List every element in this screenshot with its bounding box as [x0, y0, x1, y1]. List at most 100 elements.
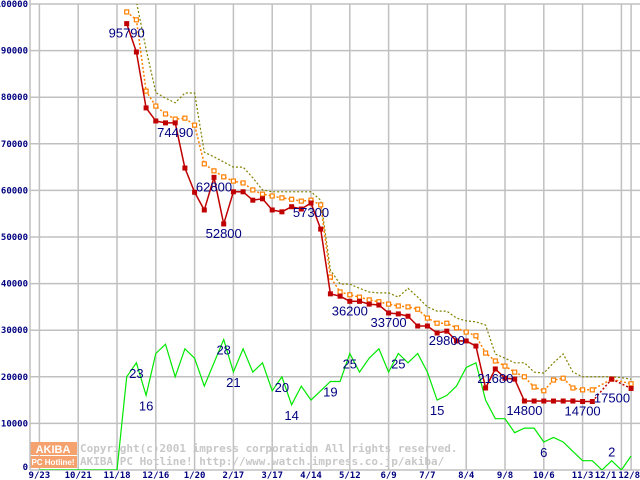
red-price-segment — [135, 51, 147, 109]
red-price-point — [541, 398, 547, 404]
count-data-label: 28 — [216, 343, 230, 358]
red-price-point — [143, 105, 149, 111]
price-data-label: 21680 — [477, 371, 513, 386]
orange-price-point — [192, 122, 198, 128]
orange-price-point — [453, 325, 460, 331]
orange-price-point — [259, 191, 266, 197]
x-tick-label: 7/7 — [419, 471, 435, 480]
orange-price-point — [211, 168, 217, 174]
orange-price-point — [279, 195, 285, 201]
red-price-segment — [203, 177, 215, 211]
x-tick-label: 3/17 — [261, 471, 283, 480]
y-tick-label: 40000 — [1, 280, 28, 290]
red-price-segment — [484, 368, 496, 389]
count-data-label: 14 — [284, 408, 298, 423]
orange-price-point — [318, 202, 324, 208]
red-price-point — [580, 398, 586, 404]
orange-price-point — [492, 358, 498, 364]
red-price-point — [250, 197, 256, 203]
red-price-point — [289, 204, 295, 210]
orange-price-point — [560, 375, 566, 381]
orange-price-point — [337, 289, 343, 295]
red-price-point — [386, 310, 392, 316]
price-data-label: 14700 — [565, 403, 601, 418]
gridlines — [30, 3, 640, 470]
red-price-point — [269, 207, 275, 213]
orange-price-point — [415, 306, 421, 312]
orange-price-point — [356, 294, 363, 300]
orange-price-point — [444, 320, 450, 326]
orange-price-point — [327, 274, 333, 280]
price-data-label: 95790 — [109, 26, 145, 41]
red-price-point — [337, 293, 343, 299]
orange-price-line — [126, 11, 632, 392]
red-price-segment — [611, 378, 632, 390]
red-price-point — [473, 343, 479, 349]
price-data-label: 29800 — [429, 333, 465, 348]
price-data-label: 17500 — [594, 390, 630, 405]
x-tick-label: 8/4 — [458, 471, 475, 480]
red-price-point — [366, 301, 372, 307]
orange-price-point — [201, 161, 207, 167]
red-price-point — [628, 385, 634, 391]
orange-price-point — [230, 178, 236, 184]
red-price-point — [221, 221, 227, 227]
red-price-point — [298, 206, 304, 212]
red-price-point — [308, 200, 314, 206]
y-tick-label: 10000 — [1, 419, 28, 429]
y-tick-label: 30000 — [1, 326, 28, 336]
count-data-label: 21 — [226, 375, 240, 390]
orange-price-point — [182, 115, 188, 121]
copyright-text: Copyright(c)2001 impress corporation All… — [80, 442, 458, 455]
red-price-point — [211, 174, 217, 180]
y-tick-label: 0 — [23, 463, 28, 473]
y-tick-label: 70000 — [1, 140, 28, 150]
x-tick-label: 5/12 — [339, 471, 361, 480]
red-price-point — [133, 49, 139, 55]
x-tick-label: 10/6 — [533, 471, 555, 480]
red-price-point — [531, 398, 537, 404]
red-price-point — [521, 398, 527, 404]
red-price-point — [124, 21, 130, 27]
count-data-label: 25 — [343, 357, 357, 372]
count-data-label: 25 — [391, 357, 405, 372]
red-price-point — [415, 323, 421, 329]
red-price-point — [192, 189, 198, 195]
red-price-point — [172, 120, 178, 126]
logo-bottom-text: PC Hotline! — [31, 458, 74, 467]
orange-price-point — [541, 388, 547, 394]
orange-price-point — [579, 387, 586, 393]
red-price-point — [424, 323, 430, 329]
count-data-label: 20 — [275, 380, 289, 395]
x-tick-label: 11/18 — [103, 471, 130, 480]
orange-price-point — [589, 387, 595, 393]
y-tick-label: 50000 — [1, 233, 28, 243]
orange-price-point — [124, 9, 130, 15]
orange-price-point — [531, 384, 537, 390]
orange-price-point — [570, 385, 576, 391]
x-tick-label: 12/8 — [618, 471, 640, 480]
price-data-label: 33700 — [371, 315, 407, 330]
red-price-point — [454, 338, 459, 344]
x-tick-label: 1/20 — [184, 471, 206, 480]
price-data-label: 52800 — [206, 226, 242, 241]
red-price-point — [260, 196, 265, 202]
x-tick-label: 12/1 — [595, 471, 617, 480]
orange-price-point — [521, 374, 528, 380]
orange-price-point — [550, 377, 557, 383]
count-data-label: 19 — [323, 384, 337, 399]
red-price-point — [230, 189, 236, 195]
site-url-text: AKIBA PC Hotline! http://www.watch.impre… — [80, 455, 445, 468]
orange-price-point — [298, 198, 304, 204]
red-price-point — [492, 366, 498, 372]
count-line — [39, 337, 632, 470]
red-price-point — [240, 189, 246, 195]
red-price-point — [551, 398, 556, 404]
y-tick-label: 90000 — [1, 47, 28, 57]
count-data-label: 23 — [129, 366, 143, 381]
red-price-segment — [475, 345, 487, 389]
orange-price-point — [424, 315, 430, 321]
price-data-label: 62800 — [196, 179, 232, 194]
orange-price-point — [347, 292, 353, 298]
